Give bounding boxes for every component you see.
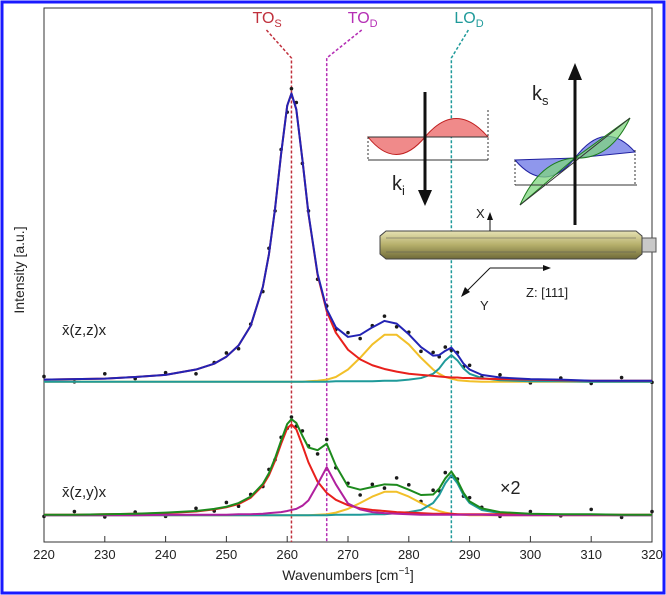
marker-label: LOD [454,10,483,30]
annotation: x̄(z,z)x [62,322,107,339]
inset-label: ki [392,173,405,198]
axis-label: X [476,206,485,221]
data-point [289,415,294,419]
axis-label: Z: [111] [526,285,568,300]
axis-label: Y [480,298,489,313]
data-point [224,351,229,355]
data-point [589,507,593,512]
data-point [619,515,624,520]
marker-label: TOS [252,10,281,30]
x-tick-label: 260 [276,547,298,562]
annotation: ×2 [500,478,521,498]
data-point [194,506,198,511]
data-point [431,488,435,493]
data-point [163,370,168,375]
data-point [358,493,362,497]
data-point [236,346,241,351]
x-tick-label: 290 [459,547,481,562]
marker-label-text: TO [252,10,274,27]
nanowire [379,230,643,260]
x-tick-label: 220 [33,547,55,562]
inset-label: ks [532,83,549,108]
data-point [358,336,362,341]
data-point [315,452,320,456]
data-point [42,374,46,379]
marker-line [450,29,470,542]
x-tick-label: 270 [337,547,359,562]
data-point [419,349,423,354]
x-tick-label: 230 [94,547,116,562]
data-point [619,375,624,380]
data-point [289,86,294,91]
arrow-head [461,287,470,297]
x-tick-label: 310 [580,547,602,562]
data-point [370,482,375,487]
arrow-head [487,212,493,220]
annotation: x̄(z,y)x [62,484,107,501]
data-point [407,483,411,487]
data-point [382,314,387,318]
x-tick-label: 250 [216,547,238,562]
data-point [324,437,329,442]
marker-label: TOD [348,10,378,30]
axis-arrow [465,267,491,293]
data-point [72,509,77,514]
data-point [528,509,533,514]
marker-line [265,29,293,542]
fit-curve [44,418,652,516]
data-point [443,345,448,349]
x-tick-label: 240 [155,547,177,562]
x-tick-label: 320 [641,547,663,562]
data-point [382,486,387,490]
inset-diagram: ki ks X Y Z: [111] [366,63,657,313]
marker-label-text: LO [454,10,475,27]
data-point [394,476,399,480]
wave-lobe [423,118,490,138]
marker-label-text: TO [348,10,370,27]
marker-label-sub: S [274,18,281,30]
x-axis-label-text: Wavenumbers [cm [282,567,398,583]
marker-label-sub: D [370,18,378,30]
arrow-head [418,190,432,206]
arrow-head [543,265,551,271]
x-tick-label: 300 [520,547,542,562]
fit-curve [43,92,652,382]
data-point [224,500,229,505]
fit-curve [44,466,652,517]
x-axis-label-sup: −1 [398,566,410,577]
data-point [650,509,654,514]
arrow-head [568,63,582,80]
x-tick-label: 280 [398,547,420,562]
marker-label-sub: D [476,18,484,30]
y-axis-label: Intensity [a.u.] [11,226,27,313]
data-point [431,350,435,355]
x-axis-label-end: ] [410,567,414,583]
data-point [346,330,350,335]
x-axis-label: Wavenumbers [cm−1] [282,566,413,583]
data-point [394,324,399,329]
data-point [103,371,107,376]
fit-curve [44,354,652,383]
data-point [498,373,502,377]
data-point [443,470,448,475]
data-point [467,363,472,368]
data-point [194,371,198,376]
plot-layer: 220 230 240 250 260 270 280 290 300 310 320 Wavenum… [11,7,663,583]
